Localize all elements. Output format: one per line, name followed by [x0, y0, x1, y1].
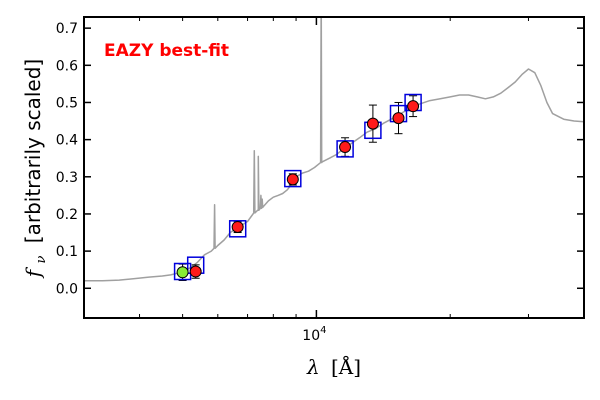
observed-point [189, 265, 202, 278]
y-axis-label: f ν [arbitrarily scaled] [21, 59, 50, 279]
x-tick-label-exponent: 4 [320, 325, 326, 336]
x-axis-unit: [Å] [331, 354, 361, 379]
annotation-label: EAZY best-fit [104, 41, 229, 61]
observed-point [231, 220, 244, 233]
model-point [228, 220, 247, 238]
observed-point [407, 100, 420, 113]
y-tick-label: 0.6 [56, 58, 78, 74]
template-spectrum [84, 17, 584, 282]
x-tick-label: 104 [302, 325, 326, 344]
axis-ticks: 0.0 0.1 0.2 0.3 0.4 0.5 0.6 0.7 104 [56, 17, 584, 344]
observed-point [339, 141, 352, 154]
plot-frame [83, 16, 585, 319]
observed-point [176, 266, 189, 279]
template-spectrum-line [84, 17, 584, 282]
model-point [284, 169, 302, 188]
y-tick-label: 0.2 [56, 207, 78, 223]
y-axis-subscript: ν [34, 255, 49, 263]
observed-point [366, 117, 379, 130]
x-axis-label: λ [Å] [306, 354, 361, 379]
x-axis-symbol: λ [306, 355, 320, 379]
y-tick-label: 0.4 [56, 133, 78, 149]
y-tick-label: 0.0 [56, 281, 78, 297]
x-tick-label-base: 10 [302, 328, 320, 344]
model-point [336, 140, 354, 158]
observed-point [286, 173, 299, 186]
y-tick-label: 0.1 [56, 244, 78, 260]
observed-photometry-series [176, 100, 420, 279]
y-axis-symbol: f [21, 266, 45, 279]
observed-point [392, 112, 405, 125]
y-axis-text: [arbitrarily scaled] [21, 59, 45, 243]
y-tick-label: 0.3 [56, 170, 78, 186]
y-tick-label: 0.7 [56, 21, 78, 37]
y-tick-label: 0.5 [56, 95, 78, 111]
